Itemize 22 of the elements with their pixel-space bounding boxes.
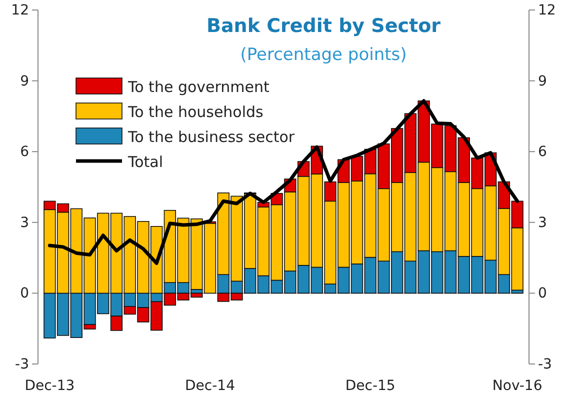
y-tick-label: 6: [20, 144, 30, 160]
legend-label: To the business sector: [127, 128, 296, 146]
x-tick-label: Nov-16: [492, 378, 542, 394]
y-tick-label: 12: [11, 2, 29, 18]
text: (Percentage points): [240, 45, 407, 65]
y2-tick-label: 6: [538, 144, 547, 160]
y2-tick-label: 12: [538, 2, 556, 18]
y2-tick-label: 0: [538, 286, 547, 302]
legend-label: To the government: [127, 78, 270, 96]
y2-tick-label: 9: [538, 73, 547, 90]
x-tick-label: Dec-13: [24, 378, 75, 394]
y-tick-label: -3: [15, 356, 29, 372]
legend-label: To the households: [127, 103, 264, 121]
x-tick-label: Dec-14: [185, 378, 236, 394]
legend-label: Total: [127, 153, 164, 171]
y2-tick-label: -3: [538, 356, 552, 372]
chart-title: Bank Credit by Sector: [206, 15, 442, 37]
x-tick-label: Dec-15: [345, 378, 396, 394]
y-tick-label: 3: [20, 214, 29, 231]
y-tick-label: 9: [20, 73, 29, 90]
y2-tick-label: 3: [538, 214, 547, 231]
y-tick-label: 0: [20, 286, 29, 302]
